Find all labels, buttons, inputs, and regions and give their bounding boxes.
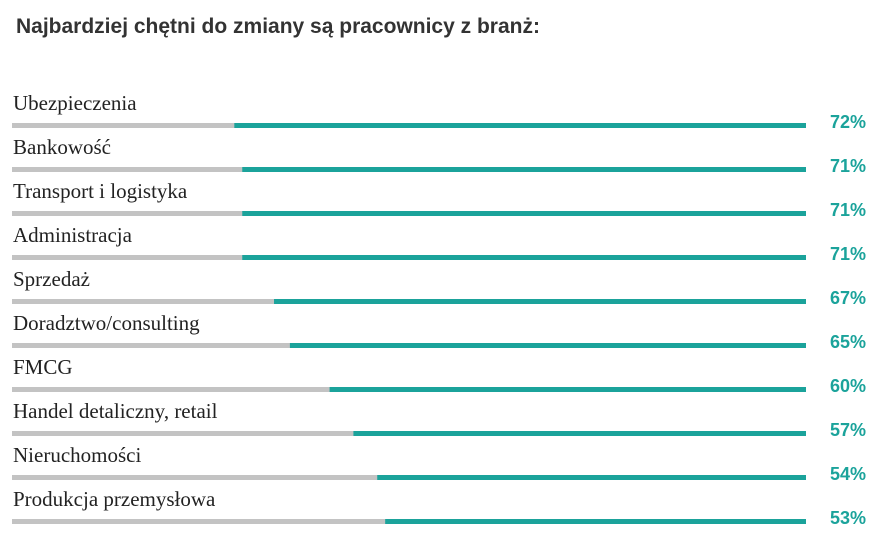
bar (242, 255, 806, 260)
bar (377, 475, 806, 480)
category-label: Administracja (13, 223, 133, 247)
category-label: Transport i logistyka (13, 179, 188, 203)
value-label: 67% (830, 288, 866, 308)
bar (385, 519, 806, 524)
chart-title: Najbardziej chętni do zmiany są pracowni… (16, 15, 540, 38)
bar (353, 431, 806, 436)
category-label: Produkcja przemysłowa (13, 487, 216, 511)
bar (274, 299, 806, 304)
value-label: 60% (830, 376, 866, 396)
category-label: Ubezpieczenia (13, 91, 137, 115)
category-label: Nieruchomości (13, 443, 141, 467)
bar (242, 167, 806, 172)
bar (289, 343, 806, 348)
value-label: 57% (830, 420, 866, 440)
value-label: 71% (830, 244, 866, 264)
bar (234, 123, 806, 128)
category-label: Handel detaliczny, retail (13, 399, 218, 423)
value-label: 71% (830, 156, 866, 176)
bar (242, 211, 806, 216)
category-label: FMCG (13, 355, 73, 379)
category-label: Bankowość (13, 135, 111, 159)
category-label: Sprzedaż (13, 267, 90, 291)
value-label: 54% (830, 464, 866, 484)
category-label: Doradztwo/consulting (13, 311, 200, 335)
value-label: 65% (830, 332, 866, 352)
bar (329, 387, 806, 392)
value-label: 71% (830, 200, 866, 220)
value-label: 53% (830, 508, 866, 528)
value-label: 72% (830, 112, 866, 132)
